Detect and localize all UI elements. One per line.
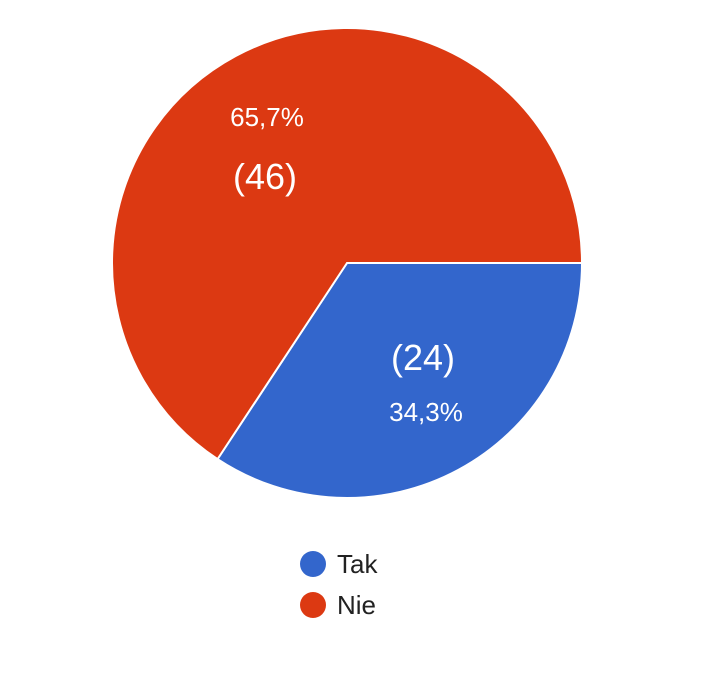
pie-slice-nie	[111, 26, 584, 461]
legend-label-nie: Nie	[337, 590, 376, 620]
legend: Tak Nie	[300, 549, 378, 620]
pie-labels: (24) 34,3% 65,7% (46)	[230, 102, 463, 427]
legend-marker-nie	[300, 592, 326, 618]
legend-marker-tak	[300, 551, 326, 577]
slice-count-tak: (24)	[391, 337, 455, 378]
legend-label-tak: Tak	[337, 549, 378, 579]
pie-slices	[111, 26, 584, 499]
slice-percent-nie: 65,7%	[230, 102, 304, 132]
slice-count-nie: (46)	[233, 156, 297, 197]
slice-percent-tak: 34,3%	[389, 397, 463, 427]
